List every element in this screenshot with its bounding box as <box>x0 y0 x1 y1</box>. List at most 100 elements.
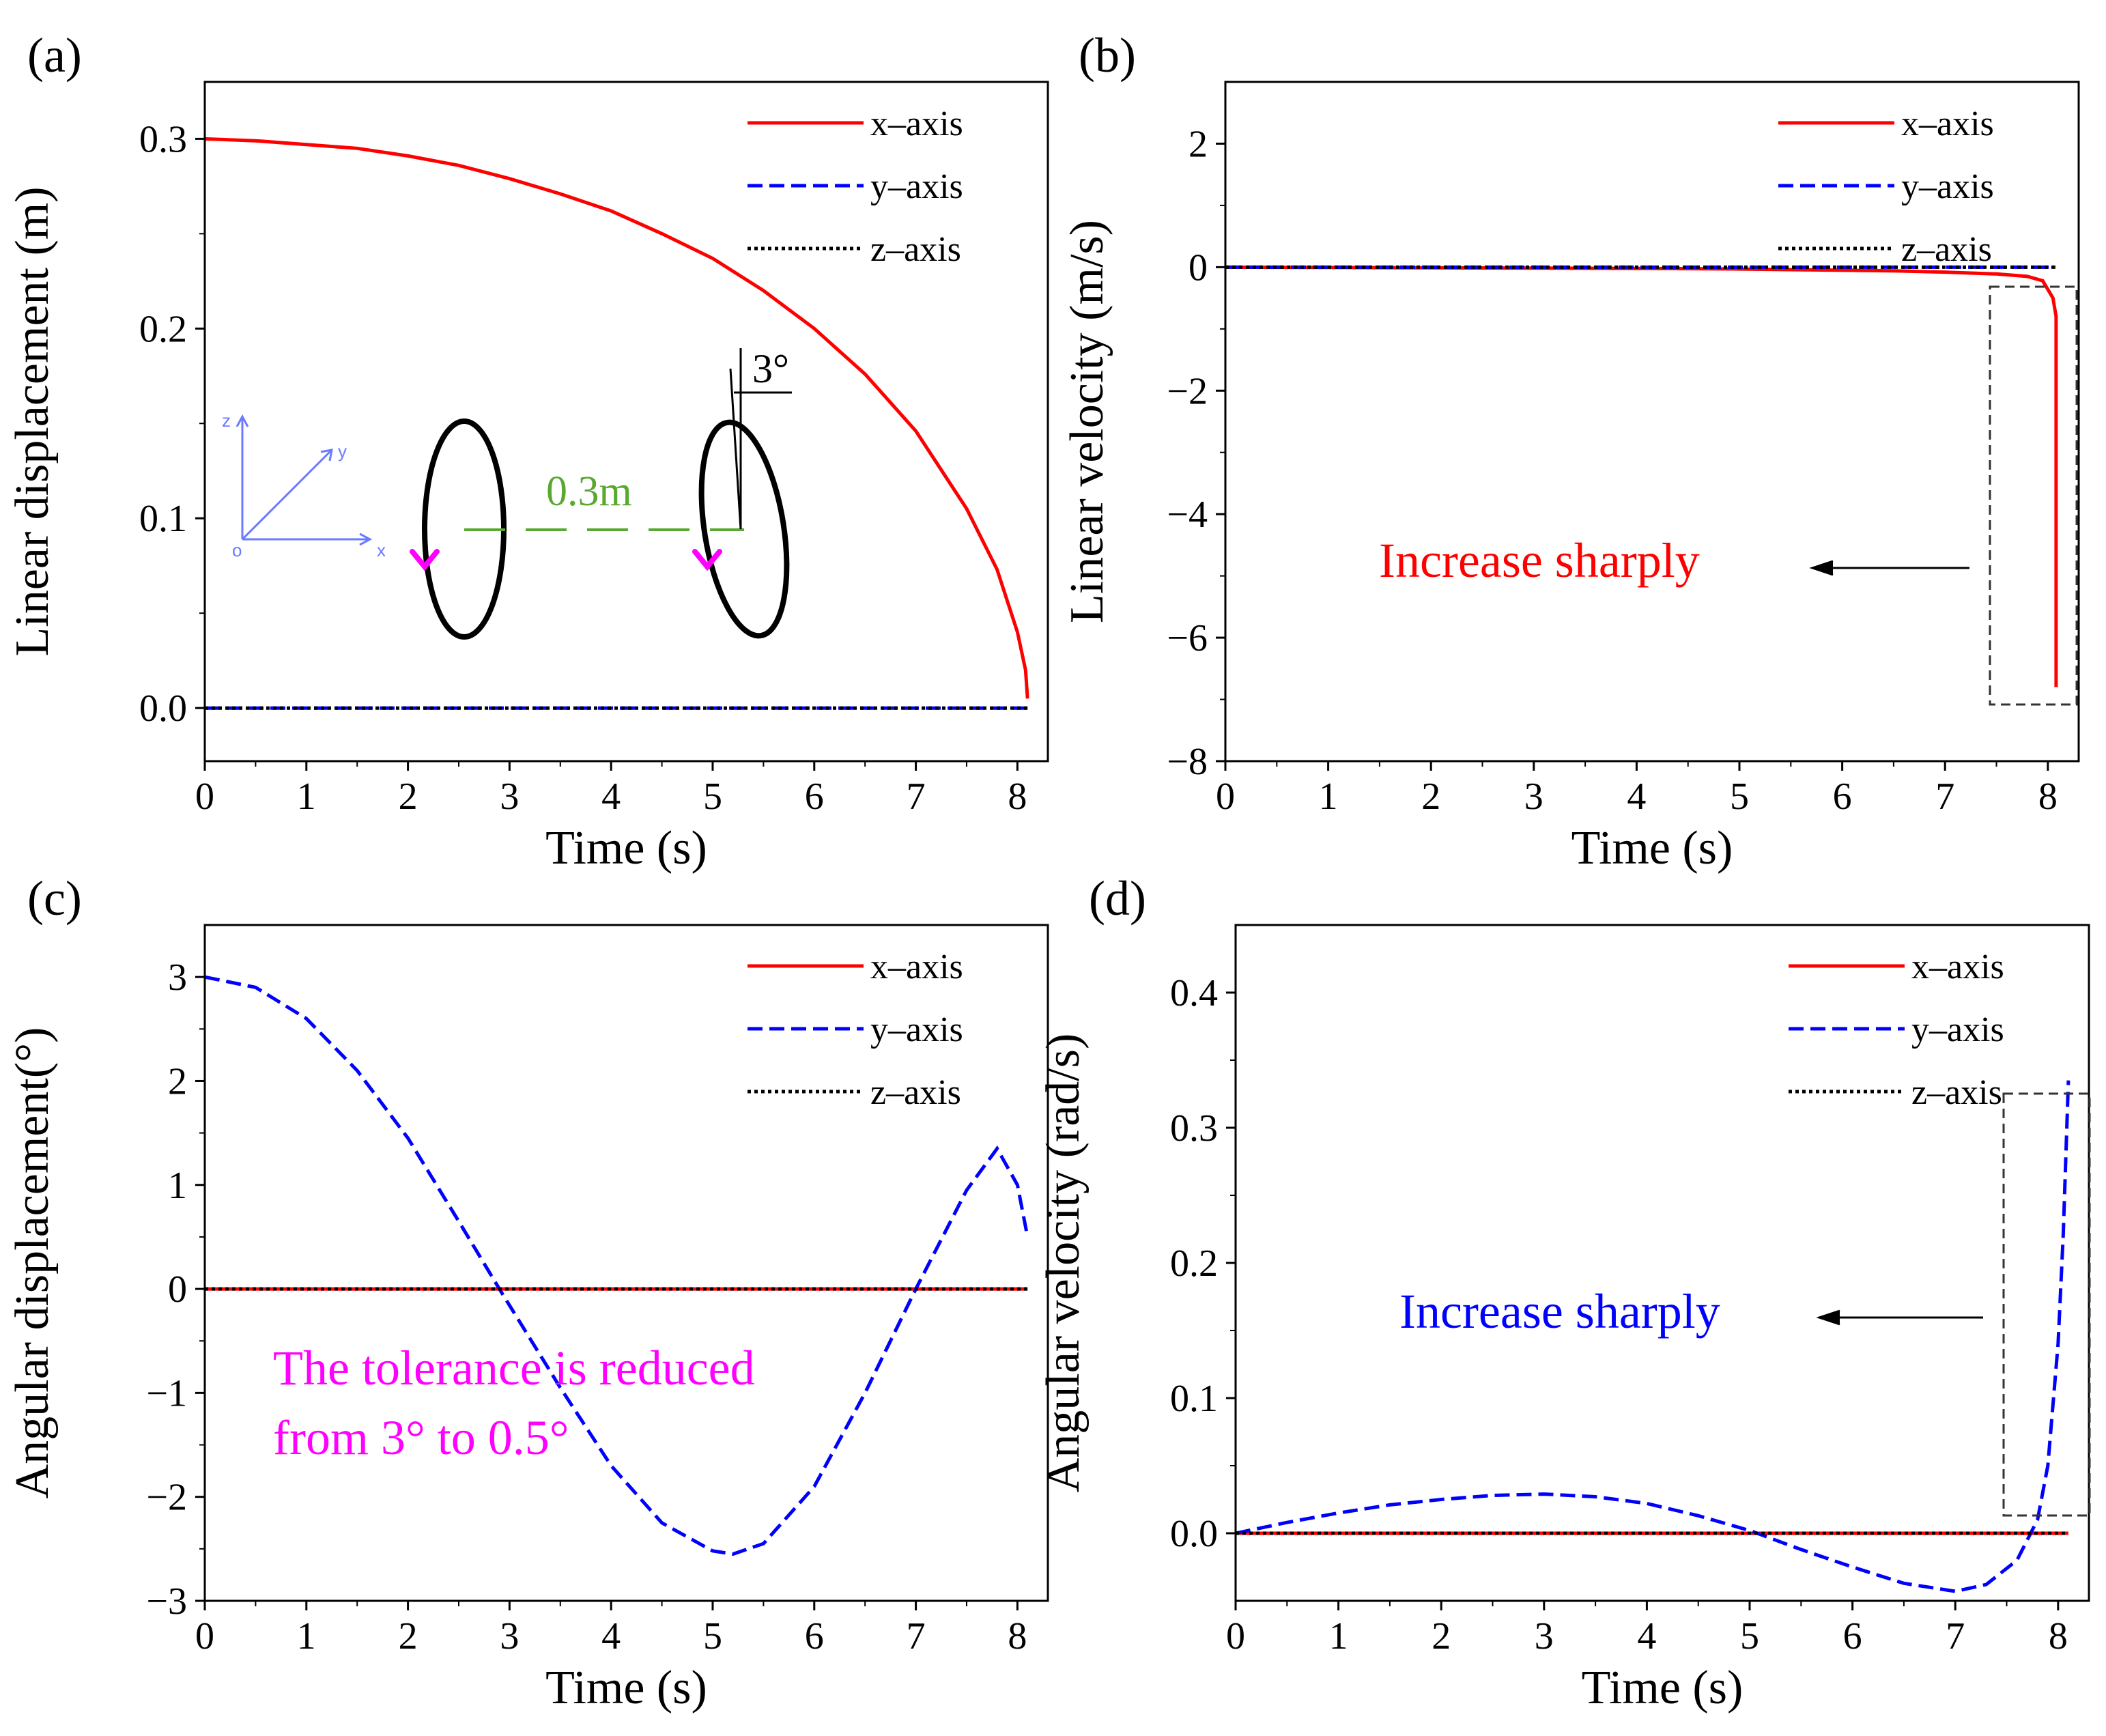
x-tick-label: 1 <box>1329 1615 1348 1657</box>
y-tick-label: −8 <box>1167 741 1208 783</box>
x-tick-label: 5 <box>1730 775 1749 818</box>
y-tick-label: 0.0 <box>1170 1513 1218 1555</box>
y-axis-title: Linear displacement (m) <box>6 186 59 656</box>
y-tick-label: −1 <box>146 1372 187 1414</box>
inset-y-axis <box>241 449 332 541</box>
series-x-line <box>205 137 1029 699</box>
x-tick-label: 3 <box>500 775 519 818</box>
x-tick-label: 4 <box>1627 775 1646 818</box>
y-tick-label: 0.3 <box>139 118 187 160</box>
series-y-line <box>1236 1080 2071 1593</box>
x-tick-label: 4 <box>601 775 621 818</box>
wheel-tilted <box>698 419 790 639</box>
annotation-text: Increase sharply <box>1399 1284 1720 1339</box>
plot-frame <box>203 81 1049 763</box>
legend-label-x: x–axis <box>870 104 963 143</box>
x-tick-label: 5 <box>703 1615 722 1657</box>
y-tick-label: 3 <box>168 956 187 999</box>
y-tick-label: 0 <box>1189 246 1208 289</box>
legend-label-z: z–axis <box>1911 1073 2002 1112</box>
x-tick-label: 0 <box>1216 775 1235 818</box>
panel-label: (c) <box>27 871 82 926</box>
x-axis-title: Time (s) <box>1571 822 1733 874</box>
rotation-arrow-icon <box>692 549 722 571</box>
y-tick-label: 0.2 <box>1170 1242 1218 1285</box>
legend-label-y: y–axis <box>1901 167 1994 206</box>
x-tick-label: 6 <box>805 775 824 818</box>
legend-label-y: y–axis <box>1911 1010 2004 1049</box>
y-tick-label: 0 <box>168 1268 187 1311</box>
tilt-axis-line <box>729 368 742 530</box>
panel-label: (a) <box>27 28 82 83</box>
x-tick-label: 1 <box>297 1615 316 1657</box>
y-axis-title: Angular displacement(°) <box>6 1027 59 1499</box>
x-tick-label: 6 <box>805 1615 824 1657</box>
inset-diagram: z y x o 0.3m 3° <box>222 346 792 640</box>
x-tick-label: 7 <box>1946 1615 1965 1657</box>
x-tick-label: 7 <box>907 775 926 818</box>
arrow-head-icon <box>1816 1309 1840 1326</box>
highlight-box <box>1989 285 2078 706</box>
panel-c: (c) 0 1 2 3 4 5 6 7 8 −3 −2 −1 0 1 2 3 Time (s) Angular di… <box>6 871 1049 1714</box>
plot-frame <box>203 924 1049 1602</box>
annotation-c: The tolerance is reduced from 3° to 0.5° <box>273 1341 755 1465</box>
inset-z-arrow-icon <box>236 414 249 427</box>
y-axis-title: Linear velocity (m/s) <box>1061 220 1113 623</box>
x-tick-label: 8 <box>2038 775 2058 818</box>
legend-label-x: x–axis <box>1911 948 2004 986</box>
y-tick-label: 2 <box>1189 123 1208 165</box>
panel-b: (b) 0 1 2 3 4 5 6 7 8 −8 −6 −4 −2 0 2 Time (s) Linear vel… <box>1061 28 2080 874</box>
x-tick-label: 8 <box>1008 775 1027 818</box>
y-tick-label: 1 <box>168 1165 187 1207</box>
x-axis-title: Time (s) <box>545 822 707 874</box>
x-tick-label: 7 <box>907 1615 926 1657</box>
x-tick-label: 5 <box>1740 1615 1759 1657</box>
angle-label: 3° <box>752 346 789 391</box>
inset-x-arrow-icon <box>359 532 373 546</box>
x-tick-label: 8 <box>2049 1615 2068 1657</box>
x-axis-title: Time (s) <box>545 1662 707 1714</box>
y-tick-label: −3 <box>146 1580 187 1623</box>
inset-x-label: x <box>377 540 386 560</box>
y-tick-label: −2 <box>1167 370 1208 412</box>
panel-d: (d) 0 1 2 3 4 5 6 7 8 0.0 0.1 0.2 0.3 0.4 Time (s) Angul… <box>1037 871 2090 1714</box>
panel-a: (a) 0 1 2 3 4 5 6 7 8 0.0 0.1 0.2 0.3 Time (s) Linear d… <box>6 28 1049 874</box>
series-y-line <box>205 975 1029 1556</box>
legend-label-x: x–axis <box>870 948 963 986</box>
x-tick-label: 7 <box>1935 775 1954 818</box>
y-tick-label: 0.2 <box>139 308 187 350</box>
x-tick-label: 2 <box>399 775 418 818</box>
legend-label-z: z–axis <box>870 1073 961 1112</box>
y-tick-label: 0.1 <box>139 498 187 540</box>
x-tick-label: 2 <box>399 1615 418 1657</box>
y-tick-label: 0.3 <box>1170 1107 1218 1150</box>
y-tick-label: 0.4 <box>1170 972 1218 1014</box>
x-tick-label: 6 <box>1843 1615 1862 1657</box>
x-tick-label: 0 <box>195 1615 214 1657</box>
x-tick-label: 0 <box>1226 1615 1245 1657</box>
annotation-text: Increase sharply <box>1379 533 1700 588</box>
x-axis-title: Time (s) <box>1582 1662 1744 1714</box>
y-axis-title: Angular velocity (rad/s) <box>1037 1034 1090 1493</box>
x-tick-label: 6 <box>1833 775 1852 818</box>
legend-label-z: z–axis <box>1901 230 1992 269</box>
x-tick-label: 4 <box>601 1615 621 1657</box>
legend-label-z: z–axis <box>870 230 961 269</box>
y-tick-label: 2 <box>168 1060 187 1102</box>
series-x-line <box>1225 265 2058 687</box>
offset-label: 0.3m <box>546 468 632 515</box>
annotation-d: Increase sharply <box>1399 1092 2091 1517</box>
plot-frame <box>1224 81 2080 763</box>
x-tick-label: 4 <box>1637 1615 1656 1657</box>
x-tick-label: 2 <box>1421 775 1440 818</box>
x-tick-label: 3 <box>1524 775 1543 818</box>
annotation-line-1: The tolerance is reduced <box>273 1341 755 1395</box>
y-tick-label: −6 <box>1167 617 1208 659</box>
y-tick-label: 0.1 <box>1170 1378 1218 1420</box>
legend-label-x: x–axis <box>1901 104 1994 143</box>
x-tick-label: 1 <box>1319 775 1338 818</box>
y-tick-label: −4 <box>1167 494 1208 536</box>
x-tick-label: 0 <box>195 775 214 818</box>
inset-y-arrow-icon <box>320 449 333 461</box>
